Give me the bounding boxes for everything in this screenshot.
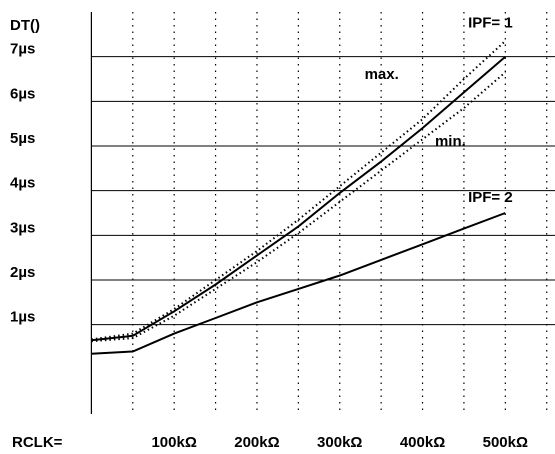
y-tick-label: 3µs	[10, 219, 35, 236]
x-tick-label: 400kΩ	[400, 434, 445, 451]
annotation-label: IPF= 1	[468, 15, 513, 32]
axes: 1µs 2µs 3µs 4µs 5µs 6µs 7µs DT() 100kΩ 200kΩ 300kΩ…	[10, 12, 528, 451]
x-tick-label: 200kΩ	[234, 434, 279, 451]
y-tick-label: 7µs	[10, 41, 35, 58]
y-tick-label: 2µs	[10, 264, 35, 281]
grid	[91, 12, 555, 414]
y-tick-label: 4µs	[10, 175, 35, 192]
annotation-label: max.	[365, 66, 399, 83]
x-tick-label: 300kΩ	[317, 434, 362, 451]
annotations: IPF= 1 max. min. IPF= 2	[365, 15, 513, 206]
y-tick-label: 5µs	[10, 130, 35, 147]
annotation-label: min.	[435, 133, 466, 150]
y-axis-title: DT()	[10, 17, 40, 34]
x-tick-label: 100kΩ	[151, 434, 196, 451]
x-axis-title: RCLK=	[12, 434, 63, 451]
y-tick-label: 6µs	[10, 85, 35, 102]
x-tick-label: 500kΩ	[483, 434, 528, 451]
series-line-min	[91, 71, 506, 343]
y-tick-label: 1µs	[10, 309, 35, 326]
series-line-ipf-2	[91, 212, 506, 355]
series-group	[91, 40, 506, 355]
annotation-label: IPF= 2	[468, 189, 513, 206]
series-line-ipf-1	[91, 55, 506, 342]
